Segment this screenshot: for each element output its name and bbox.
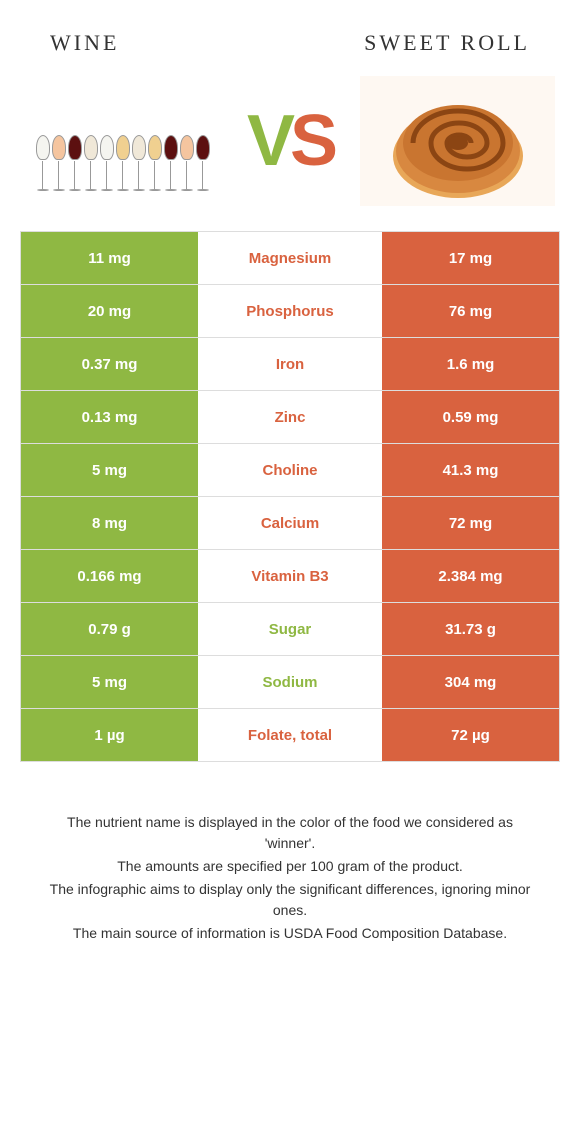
nutrient-row: 5 mgSodium304 mg	[21, 656, 559, 709]
nutrient-left-value: 0.13 mg	[21, 391, 198, 443]
wine-glass	[68, 135, 82, 191]
footer-line-3: The infographic aims to display only the…	[40, 879, 540, 921]
nutrient-left-value: 20 mg	[21, 285, 198, 337]
nutrient-name: Magnesium	[198, 232, 382, 284]
wine-glass	[116, 135, 130, 191]
wine-glass	[148, 135, 162, 191]
nutrient-row: 8 mgCalcium72 mg	[21, 497, 559, 550]
nutrient-row: 11 mgMagnesium17 mg	[21, 232, 559, 285]
nutrient-left-value: 5 mg	[21, 444, 198, 496]
nutrient-left-value: 0.79 g	[21, 603, 198, 655]
vs-v: V	[247, 100, 290, 182]
nutrient-right-value: 41.3 mg	[382, 444, 559, 496]
nutrient-name: Sodium	[198, 656, 382, 708]
nutrient-row: 0.37 mgIron1.6 mg	[21, 338, 559, 391]
nutrient-right-value: 2.384 mg	[382, 550, 559, 602]
food1-title: Wine	[50, 30, 119, 56]
footer-line-2: The amounts are specified per 100 gram o…	[40, 856, 540, 877]
wine-glass	[52, 135, 66, 191]
header: Wine Sweet roll	[20, 20, 560, 76]
nutrient-name: Folate, total	[198, 709, 382, 761]
nutrient-row: 0.166 mgVitamin B32.384 mg	[21, 550, 559, 603]
nutrient-right-value: 72 µg	[382, 709, 559, 761]
nutrient-right-value: 0.59 mg	[382, 391, 559, 443]
nutrient-right-value: 1.6 mg	[382, 338, 559, 390]
wine-glass	[36, 135, 50, 191]
nutrient-table: 11 mgMagnesium17 mg20 mgPhosphorus76 mg0…	[20, 231, 560, 762]
nutrient-row: 5 mgCholine41.3 mg	[21, 444, 559, 497]
footer-line-1: The nutrient name is displayed in the co…	[40, 812, 540, 854]
sweetroll-image	[360, 76, 555, 206]
nutrient-name: Iron	[198, 338, 382, 390]
nutrient-name: Vitamin B3	[198, 550, 382, 602]
nutrient-left-value: 0.166 mg	[21, 550, 198, 602]
nutrient-right-value: 76 mg	[382, 285, 559, 337]
wine-glass	[132, 135, 146, 191]
food2-title: Sweet roll	[364, 30, 530, 56]
images-row: VS	[20, 76, 560, 231]
wine-glass	[164, 135, 178, 191]
nutrient-name: Zinc	[198, 391, 382, 443]
nutrient-row: 20 mgPhosphorus76 mg	[21, 285, 559, 338]
nutrient-left-value: 1 µg	[21, 709, 198, 761]
nutrient-right-value: 304 mg	[382, 656, 559, 708]
nutrient-right-value: 31.73 g	[382, 603, 559, 655]
wine-glass	[84, 135, 98, 191]
nutrient-left-value: 11 mg	[21, 232, 198, 284]
footer-notes: The nutrient name is displayed in the co…	[20, 762, 560, 944]
nutrient-left-value: 0.37 mg	[21, 338, 198, 390]
wine-image	[25, 76, 220, 206]
nutrient-left-value: 5 mg	[21, 656, 198, 708]
nutrient-name: Sugar	[198, 603, 382, 655]
vs-label: VS	[247, 100, 333, 182]
nutrient-right-value: 72 mg	[382, 497, 559, 549]
nutrient-name: Calcium	[198, 497, 382, 549]
nutrient-name: Phosphorus	[198, 285, 382, 337]
nutrient-left-value: 8 mg	[21, 497, 198, 549]
wine-glass	[100, 135, 114, 191]
nutrient-row: 0.79 gSugar31.73 g	[21, 603, 559, 656]
nutrient-row: 0.13 mgZinc0.59 mg	[21, 391, 559, 444]
wine-glass	[180, 135, 194, 191]
nutrient-row: 1 µgFolate, total72 µg	[21, 709, 559, 762]
nutrient-right-value: 17 mg	[382, 232, 559, 284]
footer-line-4: The main source of information is USDA F…	[40, 923, 540, 944]
nutrient-name: Choline	[198, 444, 382, 496]
wine-glass	[196, 135, 210, 191]
vs-s: S	[290, 100, 333, 182]
